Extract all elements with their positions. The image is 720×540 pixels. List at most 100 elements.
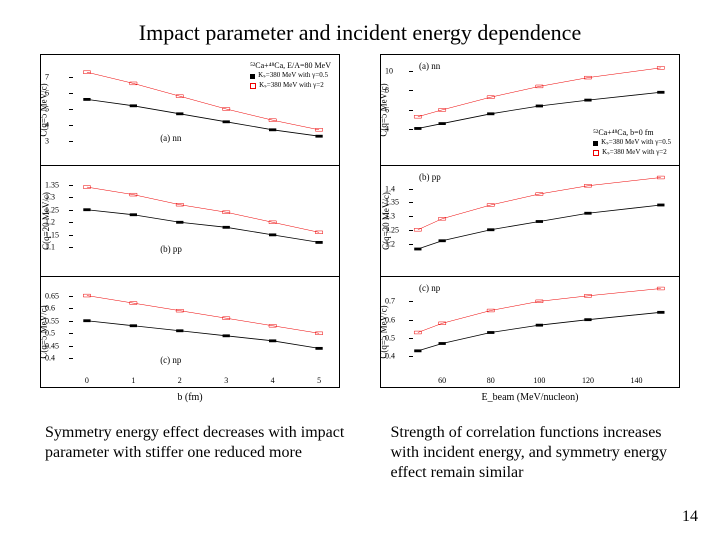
right-series-b xyxy=(413,172,673,260)
marker-stiff xyxy=(414,248,421,251)
right-plot-b: 1.21.251.31.351.4 xyxy=(413,172,673,260)
marker-stiff xyxy=(223,120,230,123)
ytick: 0.5 xyxy=(45,329,55,338)
ytick: 1.25 xyxy=(385,225,399,234)
left-figure: C(q=5 MeV/c)34567(a) nn⁵²Ca+⁴⁸Ca, E/A=80… xyxy=(40,54,340,403)
xtick: 4 xyxy=(271,376,275,385)
caption-right: Strength of correlation functions increa… xyxy=(391,423,691,483)
left-xlabel: b (fm) xyxy=(40,392,340,403)
charts-row: C(q=5 MeV/c)34567(a) nn⁵²Ca+⁴⁸Ca, E/A=80… xyxy=(0,54,720,403)
ytick: 0.6 xyxy=(385,315,395,324)
ytick: 1.2 xyxy=(45,218,55,227)
marker-stiff xyxy=(536,105,543,108)
marker-stiff xyxy=(130,104,137,107)
marker-stiff xyxy=(83,319,90,322)
right-panel-label-c: (c) np xyxy=(419,283,440,293)
legend-row-stiff: Kₛ=380 MeV with γ=0.5 xyxy=(593,138,671,148)
ytick: 6 xyxy=(385,105,389,114)
page-number: 14 xyxy=(682,508,698,526)
xtick: 100 xyxy=(533,376,545,385)
ytick: 0.55 xyxy=(45,316,59,325)
right-legend: ⁵²Ca+⁴⁸Ca, b=0 fmKₛ=380 MeV with γ=0.5Kₛ… xyxy=(591,126,673,159)
left-plot-c: 0.40.450.50.550.60.65012345 xyxy=(73,283,333,371)
legend-row-soft: Kₛ=380 MeV with γ=2 xyxy=(250,81,331,91)
caption-left: Symmetry energy effect decreases with im… xyxy=(45,423,345,483)
ytick: 1.35 xyxy=(385,198,399,207)
left-legend: ⁵²Ca+⁴⁸Ca, E/A=80 MeVKₛ=380 MeV with γ=0… xyxy=(248,59,333,92)
xtick: 2 xyxy=(178,376,182,385)
ytick: 8 xyxy=(385,86,389,95)
right-series-c xyxy=(413,283,673,371)
captions-row: Symmetry energy effect decreases with im… xyxy=(0,403,720,483)
right-ylabel-c: C(q=5 MeV/c) xyxy=(379,305,389,358)
marker-stiff xyxy=(130,213,137,216)
series-line-stiff xyxy=(87,210,319,243)
left-panel-label-a: (a) nn xyxy=(160,133,181,143)
marker-stiff xyxy=(223,226,230,229)
legend-title: ⁵²Ca+⁴⁸Ca, E/A=80 MeV xyxy=(250,60,331,71)
ytick: 5 xyxy=(45,105,49,114)
legend-marker-soft xyxy=(593,150,599,156)
marker-stiff xyxy=(315,241,322,244)
left-panel-b: C(q=20 MeV/c)1.11.151.21.251.31.35(b) pp xyxy=(41,166,339,277)
slide-title: Impact parameter and incident energy dep… xyxy=(0,0,720,54)
marker-stiff xyxy=(439,342,446,345)
left-panel-a: C(q=5 MeV/c)34567(a) nn⁵²Ca+⁴⁸Ca, E/A=80… xyxy=(41,55,339,166)
series-line-soft xyxy=(87,296,319,334)
ytick: 1.25 xyxy=(45,205,59,214)
marker-stiff xyxy=(536,324,543,327)
right-xlabel: E_beam (MeV/nucleon) xyxy=(380,392,680,403)
series-line-stiff xyxy=(87,99,319,136)
ytick: 1.3 xyxy=(45,193,55,202)
ytick: 0.6 xyxy=(45,304,55,313)
marker-stiff xyxy=(223,334,230,337)
marker-stiff xyxy=(176,112,183,115)
right-plot-c: 0.40.50.60.76080100120140 xyxy=(413,283,673,371)
xtick: 3 xyxy=(224,376,228,385)
legend-text-stiff: Kₛ=380 MeV with γ=0.5 xyxy=(258,71,328,81)
ytick: 1.3 xyxy=(385,212,395,221)
ytick: 6 xyxy=(45,89,49,98)
marker-stiff xyxy=(414,127,421,130)
ytick: 0.65 xyxy=(45,291,59,300)
ytick: 3 xyxy=(45,137,49,146)
right-panel-b: C(q=20 MeV/c)1.21.251.31.351.4(b) pp xyxy=(381,166,679,277)
marker-stiff xyxy=(584,212,591,215)
right-panel-label-b: (b) pp xyxy=(419,172,441,182)
left-series-c xyxy=(73,283,333,371)
xtick: 60 xyxy=(438,376,446,385)
xtick: 0 xyxy=(85,376,89,385)
series-line-stiff xyxy=(418,205,661,249)
marker-stiff xyxy=(487,228,494,231)
marker-stiff xyxy=(439,239,446,242)
marker-stiff xyxy=(584,318,591,321)
marker-stiff xyxy=(269,339,276,342)
marker-stiff xyxy=(315,347,322,350)
left-panel-label-b: (b) pp xyxy=(160,244,182,254)
marker-stiff xyxy=(176,221,183,224)
marker-stiff xyxy=(269,233,276,236)
legend-title: ⁵²Ca+⁴⁸Ca, b=0 fm xyxy=(593,127,671,138)
ytick: 10 xyxy=(385,66,393,75)
xtick: 80 xyxy=(487,376,495,385)
ytick: 1.15 xyxy=(45,230,59,239)
ytick: 1.35 xyxy=(45,180,59,189)
right-panel-c: C(q=5 MeV/c) 0.40.50.60.76080100120140(c)… xyxy=(381,277,679,387)
marker-stiff xyxy=(83,208,90,211)
left-panel-label-c: (c) np xyxy=(160,355,181,365)
legend-marker-stiff xyxy=(593,141,598,146)
xtick: 5 xyxy=(317,376,321,385)
marker-stiff xyxy=(130,324,137,327)
marker-stiff xyxy=(315,135,322,138)
xtick: 120 xyxy=(582,376,594,385)
marker-stiff xyxy=(487,112,494,115)
marker-stiff xyxy=(487,331,494,334)
right-panel-label-a: (a) nn xyxy=(419,61,440,71)
ytick: 1.2 xyxy=(385,239,395,248)
ytick: 1.4 xyxy=(385,184,395,193)
left-plot-b: 1.11.151.21.251.31.35 xyxy=(73,172,333,260)
ytick: 1.1 xyxy=(45,243,55,252)
left-panel-c: C(q=5 MeV/c)0.40.450.50.550.60.65012345(… xyxy=(41,277,339,387)
legend-row-stiff: Kₛ=380 MeV with γ=0.5 xyxy=(250,71,331,81)
series-line-stiff xyxy=(418,92,661,128)
